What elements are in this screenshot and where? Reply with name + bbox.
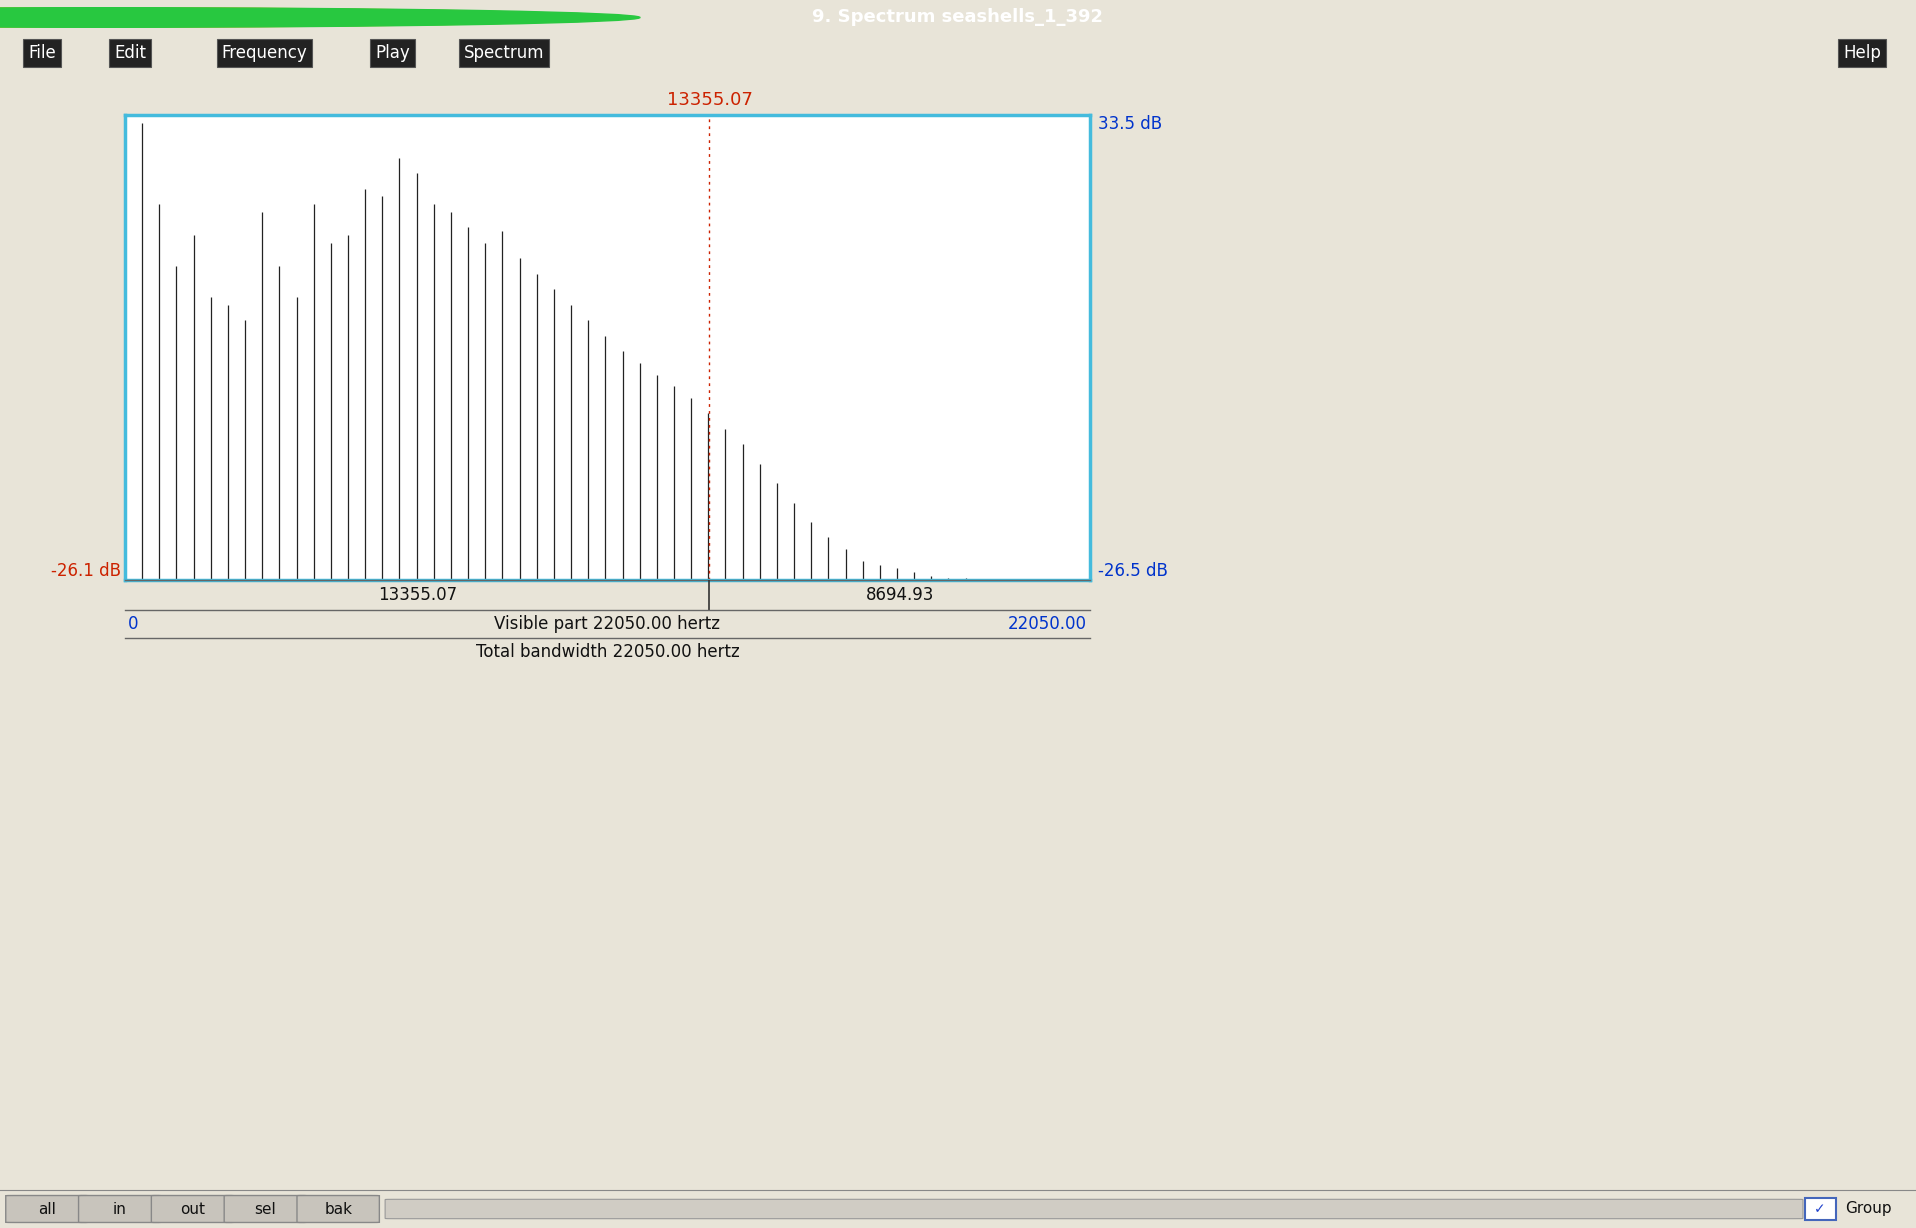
Text: 0: 0: [128, 615, 138, 632]
Text: Edit: Edit: [115, 43, 146, 61]
Text: File: File: [29, 43, 56, 61]
FancyBboxPatch shape: [151, 1196, 234, 1223]
Text: Frequency: Frequency: [222, 43, 307, 61]
Text: Play: Play: [376, 43, 410, 61]
FancyBboxPatch shape: [297, 1196, 379, 1223]
Text: Help: Help: [1843, 43, 1882, 61]
Circle shape: [0, 7, 640, 27]
Text: -26.1 dB: -26.1 dB: [52, 562, 121, 580]
Circle shape: [0, 7, 579, 27]
FancyBboxPatch shape: [1805, 1199, 1836, 1219]
Text: Visible part 22050.00 hertz: Visible part 22050.00 hertz: [494, 615, 720, 632]
Text: Group: Group: [1845, 1201, 1891, 1217]
FancyBboxPatch shape: [385, 1200, 1803, 1218]
Text: ✓: ✓: [1814, 1202, 1826, 1216]
Circle shape: [0, 7, 609, 27]
Text: 13355.07: 13355.07: [667, 91, 753, 109]
FancyBboxPatch shape: [224, 1196, 307, 1223]
Text: bak: bak: [324, 1201, 353, 1217]
Text: 9. Spectrum seashells_1_392: 9. Spectrum seashells_1_392: [812, 9, 1104, 27]
Text: sel: sel: [255, 1201, 276, 1217]
Text: 33.5 dB: 33.5 dB: [1098, 115, 1161, 133]
Text: in: in: [113, 1201, 126, 1217]
Text: 8694.93: 8694.93: [866, 586, 933, 604]
Text: Spectrum: Spectrum: [464, 43, 544, 61]
Text: all: all: [38, 1201, 56, 1217]
Text: 13355.07: 13355.07: [377, 586, 456, 604]
Text: 22050.00: 22050.00: [1008, 615, 1086, 632]
Text: -26.5 dB: -26.5 dB: [1098, 562, 1167, 580]
Text: Total bandwidth 22050.00 hertz: Total bandwidth 22050.00 hertz: [475, 643, 740, 661]
FancyBboxPatch shape: [79, 1196, 161, 1223]
FancyBboxPatch shape: [6, 1196, 88, 1223]
Text: out: out: [180, 1201, 205, 1217]
